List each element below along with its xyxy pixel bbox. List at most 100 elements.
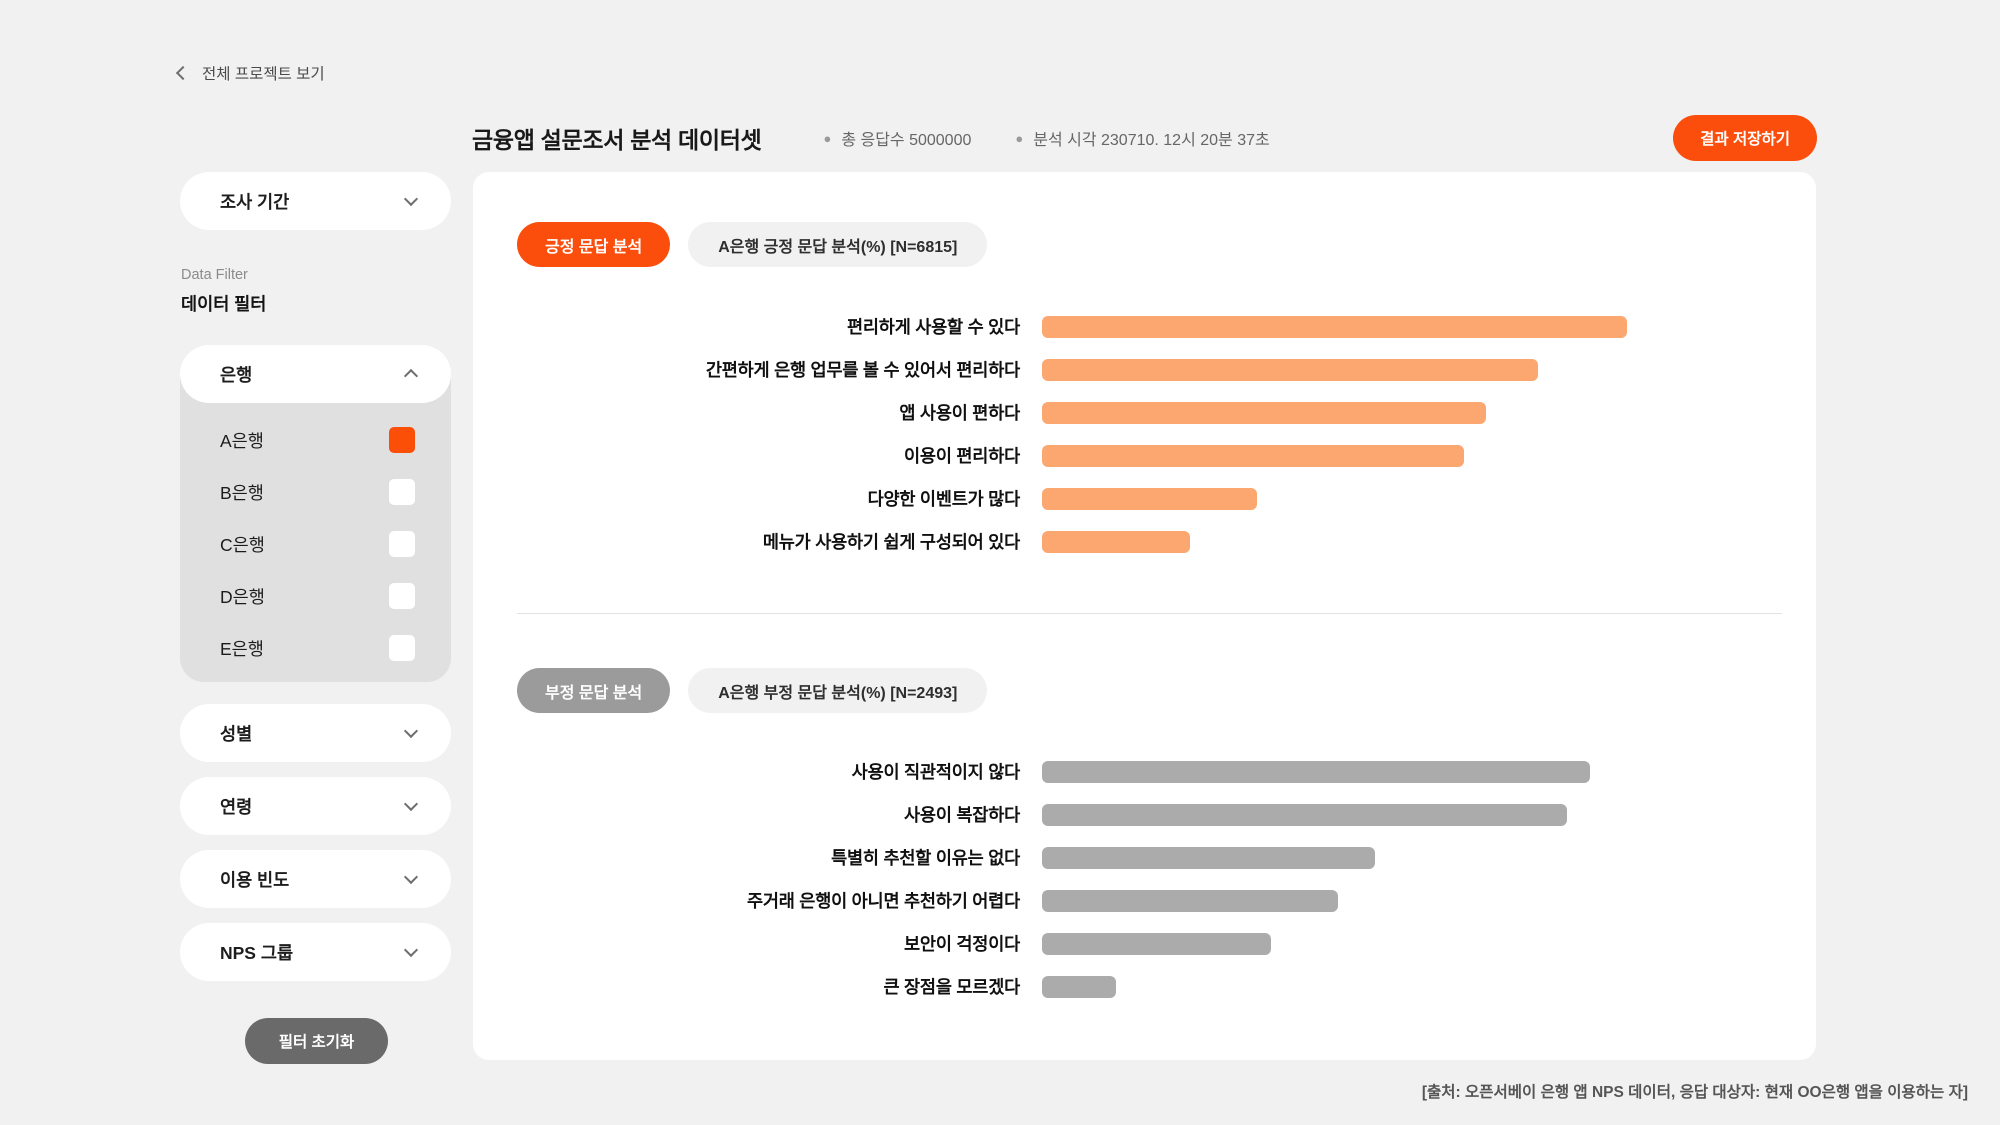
bar-track <box>1042 975 1782 998</box>
bar-positive <box>1042 358 1538 381</box>
bar-track <box>1042 444 1782 467</box>
filter-bank-dropdown[interactable]: 은행 <box>180 345 451 403</box>
filter-period-dropdown[interactable]: 조사 기간 <box>180 172 451 230</box>
filter-gender-label: 성별 <box>220 723 253 744</box>
bar-positive <box>1042 401 1486 424</box>
bank-option-list: A은행 B은행 C은행 D은행 E은행 <box>180 414 451 674</box>
chevron-down-icon <box>403 191 419 207</box>
bar-negative <box>1042 803 1568 826</box>
filter-reset-button[interactable]: 필터 초기화 <box>245 1018 388 1064</box>
filter-frequency-label: 이용 빈도 <box>220 869 290 890</box>
header-meta: ● 총 응답수 5000000 ● 분석 시각 230710. 12시 20분 … <box>823 126 1673 150</box>
category-label: 보안이 걱정이다 <box>904 934 1020 954</box>
chart-row: 특별히 추천할 이유는 없다 <box>517 836 1782 879</box>
positive-bar-chart: 편리하게 사용할 수 있다 간편하게 은행 업무를 볼 수 있어서 편리하다 앱… <box>517 305 1782 563</box>
bank-option-a[interactable]: A은행 <box>180 414 451 466</box>
bank-filter-panel: A은행 B은행 C은행 D은행 E은행 <box>180 352 451 682</box>
bar-track <box>1042 846 1782 869</box>
bank-option-b[interactable]: B은행 <box>180 466 451 518</box>
positive-chart-title: A은행 긍정 문답 분석(%) [N=6815] <box>688 222 988 267</box>
category-label: 앱 사용이 편하다 <box>899 403 1020 423</box>
chart-row: 사용이 복잡하다 <box>517 793 1782 836</box>
save-results-button[interactable]: 결과 저장하기 <box>1673 115 1817 161</box>
back-to-projects-link[interactable]: 전체 프로젝트 보기 <box>175 62 325 84</box>
positive-analysis-button[interactable]: 긍정 문답 분석 <box>517 222 671 267</box>
category-label: 큰 장점을 모르겠다 <box>883 977 1020 997</box>
bar-track <box>1042 889 1782 912</box>
negative-section-header: 부정 문답 분석 A은행 부정 문답 분석(%) [N=2493] <box>517 668 988 713</box>
category-label: 간편하게 은행 업무를 볼 수 있어서 편리하다 <box>705 360 1020 380</box>
bar-track <box>1042 315 1782 338</box>
meta-total-responses: ● 총 응답수 5000000 <box>823 126 971 150</box>
bank-option-c[interactable]: C은행 <box>180 518 451 570</box>
bank-option-c-label: C은행 <box>220 534 265 555</box>
chart-row: 이용이 편리하다 <box>517 434 1782 477</box>
bar-positive <box>1042 444 1464 467</box>
bar-positive <box>1042 530 1190 553</box>
chevron-left-icon <box>175 65 191 81</box>
category-label: 다양한 이벤트가 많다 <box>867 489 1021 509</box>
chart-row: 간편하게 은행 업무를 볼 수 있어서 편리하다 <box>517 348 1782 391</box>
chart-row: 다양한 이벤트가 많다 <box>517 477 1782 520</box>
chevron-down-icon <box>403 723 419 739</box>
chart-row: 사용이 직관적이지 않다 <box>517 750 1782 793</box>
bank-option-e-label: E은행 <box>220 638 264 659</box>
filter-age-dropdown[interactable]: 연령 <box>180 777 451 835</box>
bar-positive <box>1042 315 1627 338</box>
meta-total-responses-text: 총 응답수 5000000 <box>841 132 972 149</box>
source-note: [출처: 오픈서베이 은행 앱 NPS 데이터, 응답 대상자: 현재 OO은행… <box>1421 1084 1968 1101</box>
chart-row: 앱 사용이 편하다 <box>517 391 1782 434</box>
filter-age-label: 연령 <box>220 796 253 817</box>
bar-track <box>1042 401 1782 424</box>
bank-option-a-checkbox[interactable] <box>389 427 415 453</box>
negative-bar-chart: 사용이 직관적이지 않다 사용이 복잡하다 특별히 추천할 이유는 없다 주거래… <box>517 750 1782 1008</box>
bar-track <box>1042 530 1782 553</box>
chevron-down-icon <box>403 796 419 812</box>
bar-positive <box>1042 487 1257 510</box>
bar-negative <box>1042 889 1338 912</box>
positive-section-header: 긍정 문답 분석 A은행 긍정 문답 분석(%) [N=6815] <box>517 222 988 267</box>
data-filter-label-en: Data Filter <box>181 267 248 283</box>
header: 금융앱 설문조서 분석 데이터셋 ● 총 응답수 5000000 ● 분석 시각… <box>472 115 1817 161</box>
category-label: 이용이 편리하다 <box>904 446 1020 466</box>
negative-analysis-button[interactable]: 부정 문답 분석 <box>517 668 671 713</box>
category-label: 사용이 직관적이지 않다 <box>851 762 1021 782</box>
bank-option-d[interactable]: D은행 <box>180 570 451 622</box>
bullet-icon: ● <box>823 130 832 146</box>
filter-gender-dropdown[interactable]: 성별 <box>180 704 451 762</box>
bank-option-e[interactable]: E은행 <box>180 622 451 674</box>
chevron-down-icon <box>403 942 419 958</box>
bar-track <box>1042 358 1782 381</box>
filter-nps-group-dropdown[interactable]: NPS 그룹 <box>180 923 451 981</box>
bank-option-b-checkbox[interactable] <box>389 479 415 505</box>
page-title: 금융앱 설문조서 분석 데이터셋 <box>472 127 762 153</box>
category-label: 편리하게 사용할 수 있다 <box>847 317 1020 337</box>
bank-option-d-checkbox[interactable] <box>389 583 415 609</box>
bank-option-d-label: D은행 <box>220 586 265 607</box>
chart-row: 큰 장점을 모르겠다 <box>517 965 1782 1008</box>
category-label: 메뉴가 사용하기 쉽게 구성되어 있다 <box>762 532 1020 552</box>
category-label: 주거래 은행이 아니면 추천하기 어렵다 <box>746 891 1020 911</box>
filter-bank-label: 은행 <box>220 364 253 385</box>
bank-option-e-checkbox[interactable] <box>389 635 415 661</box>
back-link-label: 전체 프로젝트 보기 <box>202 66 325 83</box>
category-label: 사용이 복잡하다 <box>904 805 1020 825</box>
bank-option-b-label: B은행 <box>220 482 264 503</box>
bullet-icon: ● <box>1015 130 1024 146</box>
bank-option-c-checkbox[interactable] <box>389 531 415 557</box>
data-filter-label-ko: 데이터 필터 <box>181 294 267 314</box>
bar-track <box>1042 932 1782 955</box>
filter-frequency-dropdown[interactable]: 이용 빈도 <box>180 850 451 908</box>
bar-negative <box>1042 975 1116 998</box>
bar-track <box>1042 760 1782 783</box>
filter-period-label: 조사 기간 <box>220 191 290 212</box>
bar-negative <box>1042 932 1272 955</box>
meta-analysis-time-text: 분석 시각 230710. 12시 20분 37초 <box>1033 132 1270 149</box>
chevron-down-icon <box>403 869 419 885</box>
bar-negative <box>1042 760 1590 783</box>
filter-nps-group-label: NPS 그룹 <box>220 942 294 963</box>
analysis-card: 긍정 문답 분석 A은행 긍정 문답 분석(%) [N=6815] 편리하게 사… <box>473 172 1816 1060</box>
chevron-up-icon <box>403 368 419 384</box>
bar-track <box>1042 487 1782 510</box>
